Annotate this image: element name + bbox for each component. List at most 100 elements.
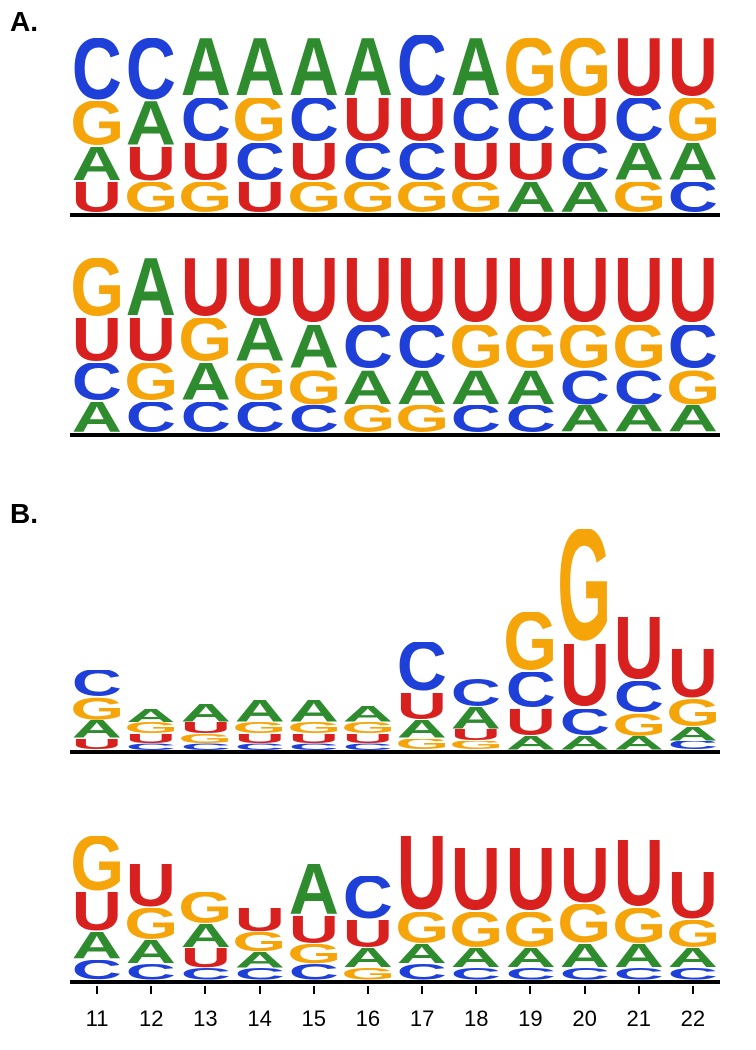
logo-column: CUGA <box>124 520 178 750</box>
logo-letter-C: C <box>503 672 557 709</box>
logo-column: GCUA <box>341 38 395 213</box>
logo-column: CAGU <box>449 258 503 433</box>
logo-letter-C: C <box>233 743 287 750</box>
logo-letter-G: G <box>70 258 124 318</box>
logo-column: CGUA <box>124 258 178 433</box>
logo-letter-U: U <box>341 98 395 144</box>
logo-letter-G: G <box>449 325 503 371</box>
logo-letter-A: A <box>666 948 720 968</box>
logo-letter-U: U <box>178 722 232 734</box>
x-axis-tick <box>529 986 531 994</box>
logo-letter-A: A <box>124 101 178 147</box>
logo-letter-G: G <box>341 405 395 433</box>
logo-baseline <box>70 433 720 437</box>
logo-column: CGAU <box>233 258 287 433</box>
logo-letter-A: A <box>558 182 612 214</box>
logo-letter-U: U <box>233 182 287 214</box>
logo-baseline <box>70 750 720 754</box>
logo-column: GUAC <box>124 38 178 213</box>
logo-column: CGAU <box>287 258 341 433</box>
x-axis-label: 22 <box>666 1006 720 1032</box>
logo-letter-U: U <box>449 848 503 912</box>
logo-letter-A: A <box>341 370 395 405</box>
logo-column: CAGU <box>178 258 232 433</box>
logo-letter-G: G <box>503 612 557 672</box>
logo-letter-A: A <box>612 405 666 433</box>
logo-letter-G: G <box>233 722 287 734</box>
logo-letter-U: U <box>178 258 232 318</box>
sequence-logo-figure: A.B.UAGCGUACGUCAUCGAGUCAGCUAGCUCGUCAAUCG… <box>0 0 756 1050</box>
x-axis-tick <box>421 986 423 994</box>
logo-letter-C: C <box>503 405 557 433</box>
logo-letter-G: G <box>558 529 612 644</box>
x-axis-tick <box>96 986 98 994</box>
logo-letter-U: U <box>395 693 449 721</box>
logo-letter-G: G <box>612 325 666 371</box>
logo-column: CAGU <box>612 780 666 980</box>
logo-letter-U: U <box>612 840 666 908</box>
logo-letter-A: A <box>612 143 666 182</box>
logo-letter-U: U <box>178 143 232 182</box>
x-axis-label: 11 <box>70 1006 124 1032</box>
logo-letter-C: C <box>178 968 232 980</box>
logo-letter-C: C <box>70 38 124 101</box>
logo-letter-G: G <box>233 98 287 144</box>
logo-letter-G: G <box>666 920 720 948</box>
logo-letter-C: C <box>395 642 449 693</box>
logo-column: CAGU <box>395 780 449 980</box>
logo-letter-G: G <box>178 734 232 743</box>
logo-letter-G: G <box>558 38 612 98</box>
logo-letter-C: C <box>558 143 612 182</box>
x-axis-tick <box>313 986 315 994</box>
logo-column: CAGU <box>666 520 720 750</box>
logo-letter-A: A <box>666 727 720 741</box>
logo-column: CAGU <box>558 780 612 980</box>
logo-letter-C: C <box>70 363 124 402</box>
logo-column: CUGA <box>341 520 395 750</box>
logo-letter-A: A <box>558 736 612 750</box>
logo-letter-C: C <box>233 143 287 182</box>
logo-column: ACUG <box>70 258 124 433</box>
logo-letter-U: U <box>395 98 449 144</box>
logo-letter-U: U <box>612 258 666 325</box>
logo-letter-G: G <box>287 722 341 734</box>
logo-letter-U: U <box>395 258 449 325</box>
logo-letter-C: C <box>341 743 395 750</box>
logo-letter-C: C <box>558 709 612 737</box>
logo-column: ACGU <box>558 258 612 433</box>
logo-letter-U: U <box>124 864 178 908</box>
logo-column: ACUG <box>558 520 612 750</box>
logo-letter-C: C <box>666 968 720 980</box>
logo-letter-G: G <box>395 182 449 214</box>
logo-letter-C: C <box>341 325 395 371</box>
logo-letter-A: A <box>449 948 503 968</box>
logo-letter-U: U <box>233 908 287 932</box>
logo-column: GACU <box>612 38 666 213</box>
logo-letter-C: C <box>287 964 341 980</box>
logo-letter-C: C <box>449 968 503 980</box>
logo-letter-U: U <box>124 318 178 364</box>
x-axis-tick <box>150 986 152 994</box>
logo-letter-C: C <box>124 38 178 101</box>
logo-letter-A: A <box>178 704 232 722</box>
logo-letter-U: U <box>666 258 720 325</box>
logo-column: CUAG <box>178 780 232 980</box>
logo-letter-C: C <box>124 743 178 750</box>
x-axis-label: 16 <box>341 1006 395 1032</box>
logo-letter-U: U <box>287 143 341 182</box>
logo-letter-G: G <box>341 182 395 214</box>
logo-letter-G: G <box>558 325 612 371</box>
sequence-logo-A2: ACUGCGUACAGUCGAUCGAUGACUGACUCAGUCAGUACGU… <box>70 258 720 433</box>
logo-letter-U: U <box>287 916 341 944</box>
logo-letter-C: C <box>666 325 720 371</box>
logo-letter-A: A <box>612 736 666 750</box>
logo-letter-U: U <box>558 98 612 144</box>
logo-column: GACU <box>395 258 449 433</box>
logo-letter-C: C <box>503 98 557 144</box>
logo-letter-U: U <box>341 258 395 325</box>
logo-column: CUGA <box>287 520 341 750</box>
logo-letter-U: U <box>70 182 124 214</box>
logo-letter-U: U <box>287 734 341 743</box>
logo-letter-G: G <box>612 182 666 214</box>
logo-letter-C: C <box>341 876 395 920</box>
